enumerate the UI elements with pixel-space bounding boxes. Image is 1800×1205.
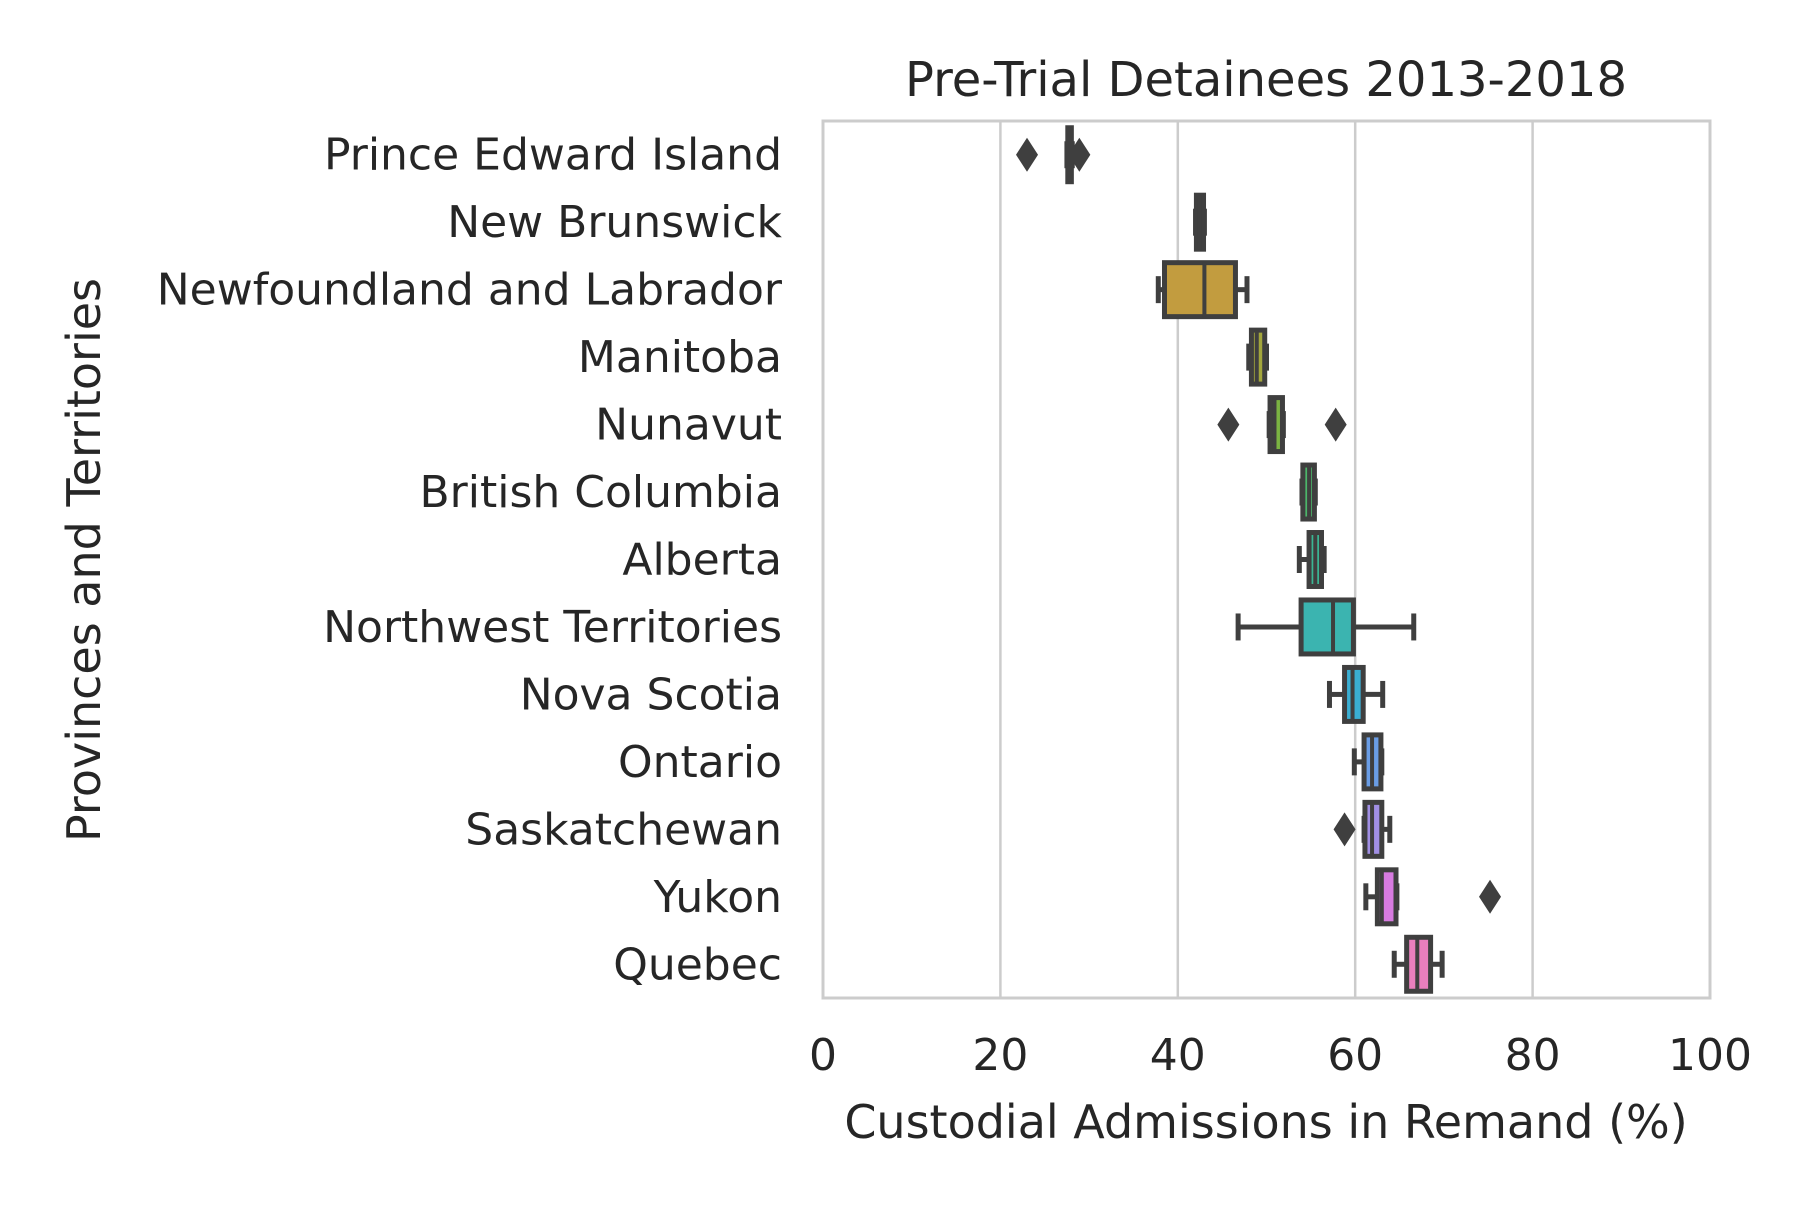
x-tick-label: 20 (972, 1030, 1028, 1081)
box-saskatchewan (1333, 799, 1393, 859)
y-tick-label: Newfoundland and Labrador (157, 265, 783, 316)
boxes-layer (1016, 125, 1502, 994)
box-yukon (1363, 867, 1502, 927)
box-nunavut (1217, 395, 1347, 455)
box-ontario (1351, 732, 1385, 792)
outlier-point (1217, 407, 1240, 442)
y-tick-label: New Brunswick (447, 197, 782, 248)
x-tick-label: 60 (1327, 1030, 1383, 1081)
box-new-brunswick (1193, 192, 1207, 252)
box-quebec (1391, 934, 1445, 994)
outlier-point (1016, 137, 1039, 172)
y-tick-labels: Prince Edward Island New Brunswick Newfoun… (157, 130, 783, 991)
plot-frame (821, 119, 1712, 1000)
y-tick-label: Nova Scotia (520, 669, 782, 720)
outlier-point (1324, 407, 1347, 442)
y-tick-label: Prince Edward Island (324, 130, 782, 181)
y-tick-label: British Columbia (419, 467, 782, 518)
y-tick-label: Nunavut (595, 400, 782, 451)
box-british-columbia (1299, 462, 1318, 522)
y-tick-label: Northwest Territories (323, 602, 782, 653)
gridlines (999, 121, 1534, 998)
x-tick-label: 0 (809, 1030, 837, 1081)
outlier-point (1068, 137, 1091, 172)
outlier-point (1479, 879, 1502, 914)
box-newfoundland-and-labrador (1155, 260, 1250, 320)
box-alberta (1296, 530, 1327, 589)
x-axis-title: Custodial Admissions in Remand (%) (844, 1095, 1687, 1149)
y-tick-label: Quebec (613, 939, 782, 990)
x-tick-label: 80 (1505, 1030, 1561, 1081)
y-tick-label: Manitoba (578, 332, 782, 383)
box-manitoba (1246, 327, 1269, 387)
box-iqr (1161, 260, 1238, 320)
y-tick-label: Ontario (618, 737, 782, 788)
box-northwest-territories (1235, 597, 1417, 657)
y-axis-title: Provinces and Territories (57, 278, 111, 842)
x-tick-labels: 0 20 40 60 80 100 (809, 1030, 1752, 1081)
y-tick-label: Saskatchewan (465, 804, 782, 855)
box-prince-edward-island (1016, 125, 1091, 185)
x-tick-label: 40 (1150, 1030, 1206, 1081)
outlier-point (1333, 812, 1356, 847)
x-tick-label: 100 (1668, 1030, 1752, 1081)
y-tick-label: Alberta (622, 535, 782, 586)
y-tick-label: Yukon (653, 872, 782, 923)
box-iqr (1298, 597, 1356, 657)
chart-title: Pre-Trial Detainees 2013-2018 (905, 52, 1627, 108)
box-nova-scotia (1326, 664, 1386, 724)
